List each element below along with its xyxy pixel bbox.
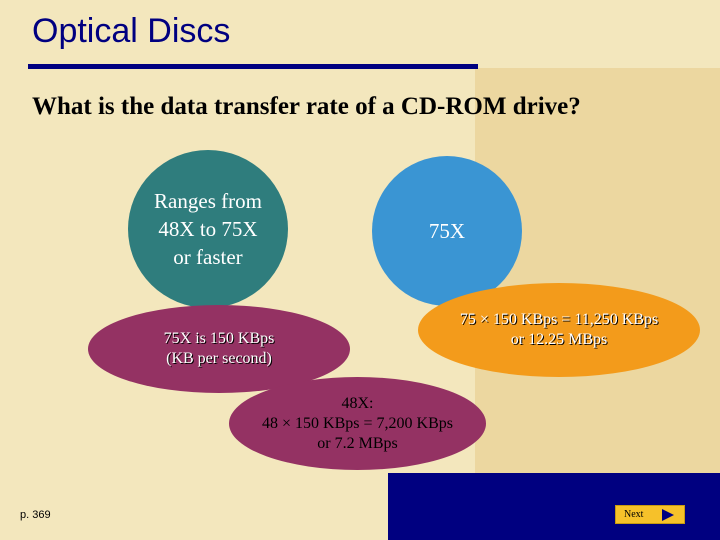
calc-75-ellipse: 75 × 150 KBps = 11,250 KBps or 12.25 MBp… [418, 283, 700, 377]
speed-label: 75X [428, 218, 466, 243]
page-reference: p. 369 [20, 509, 51, 521]
calc-48-ellipse: 48X: 48 × 150 KBps = 7,200 KBps or 7.2 M… [229, 377, 486, 470]
calc-48-line-1: 48X: [341, 394, 374, 412]
background-panel [475, 68, 720, 473]
calc-48-line-3: or 7.2 MBps [317, 434, 398, 452]
range-line-3: or faster [173, 245, 243, 269]
range-line-1: Ranges from [154, 189, 262, 213]
calc-48-line-2: 48 × 150 KBps = 7,200 KBps [262, 414, 453, 432]
range-circle: Ranges from 48X to 75X or faster [128, 150, 288, 308]
title-underline [28, 64, 478, 69]
next-button[interactable]: Next [615, 505, 685, 524]
kbps-line-1: 75X is 150 KBps [163, 330, 275, 347]
range-line-2: 48X to 75X [158, 217, 258, 241]
calc-75-line-1: 75 × 150 KBps = 11,250 KBps [459, 311, 659, 328]
kbps-line-2: (KB per second) [166, 350, 272, 367]
speed-circle: 75X [372, 156, 522, 306]
arrow-right-icon [662, 509, 674, 521]
kbps-ellipse: 75X is 150 KBps (KB per second) [88, 305, 350, 393]
next-label: Next [624, 509, 644, 520]
question-text: What is the data transfer rate of a CD-R… [32, 93, 581, 120]
calc-75-line-2: or 12.25 MBps [510, 331, 608, 348]
slide-title: Optical Discs [32, 12, 231, 50]
